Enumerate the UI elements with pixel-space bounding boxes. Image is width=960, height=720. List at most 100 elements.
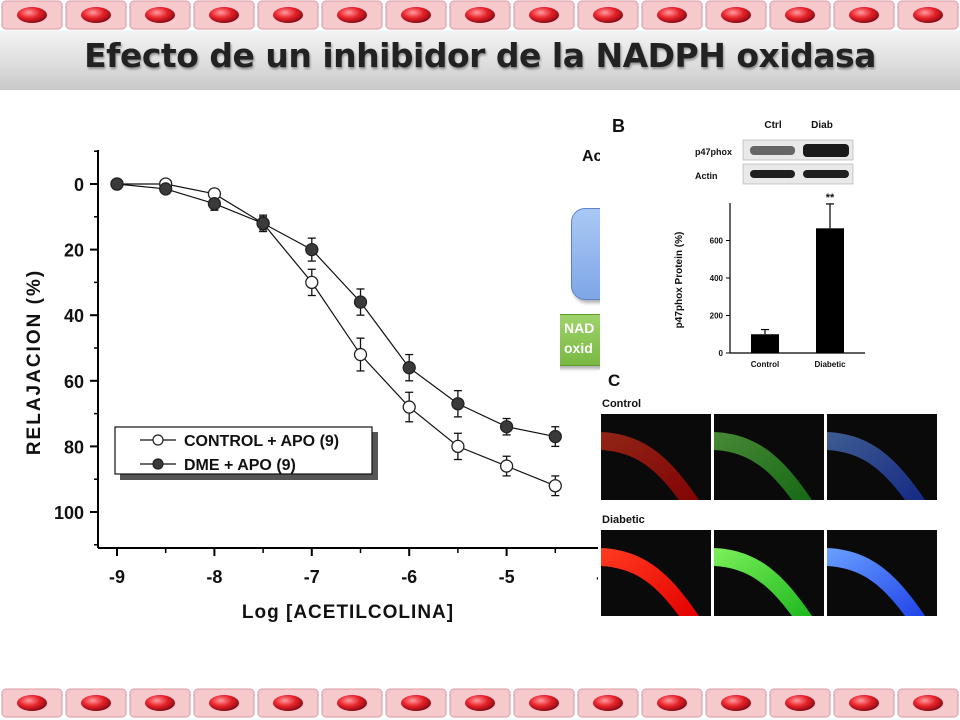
blot-band bbox=[750, 146, 795, 155]
panel-c-row-label: Diabetic bbox=[602, 514, 645, 526]
red-bead bbox=[337, 695, 367, 711]
bar-y-tick-label: 200 bbox=[710, 312, 724, 321]
data-point bbox=[548, 429, 562, 444]
red-bead bbox=[209, 695, 239, 711]
panel-b: B Ctrl Diab p47phox Actin 0 200 400 600 Control **… bbox=[600, 110, 950, 380]
legend-marker bbox=[152, 434, 164, 446]
x-tick-label: -6 bbox=[401, 567, 417, 587]
bar-y-tick-label: 600 bbox=[710, 237, 724, 246]
diagram-green-text-1: NAD bbox=[564, 320, 595, 336]
slide-title: Efecto de un inhibidor de la NADPH oxida… bbox=[84, 36, 876, 75]
red-bead bbox=[785, 695, 815, 711]
red-bead bbox=[337, 7, 367, 23]
red-bead bbox=[657, 695, 687, 711]
data-point bbox=[451, 397, 465, 411]
vessel-wall-red bbox=[601, 432, 699, 500]
y-axis-label: RELAJACION (%) bbox=[24, 269, 45, 455]
panel-c-label: C bbox=[608, 371, 620, 390]
vessel-wall-green bbox=[714, 432, 812, 500]
x-tick-label: -5 bbox=[499, 567, 515, 587]
x-axis-label: Log [ACETILCOLINA] bbox=[242, 602, 454, 623]
red-bead bbox=[593, 7, 623, 23]
data-point bbox=[159, 182, 173, 196]
red-bead bbox=[913, 7, 943, 23]
y-tick-label: 40 bbox=[64, 306, 84, 326]
legend-marker bbox=[152, 458, 164, 470]
panel-c: C Control Diabetic bbox=[598, 370, 943, 630]
data-point bbox=[499, 420, 514, 434]
y-tick-label: 80 bbox=[64, 437, 84, 457]
y-tick-label: 20 bbox=[64, 241, 84, 261]
data-point bbox=[548, 479, 562, 493]
blot-band bbox=[750, 170, 795, 178]
data-point bbox=[305, 242, 319, 257]
y-tick-label: 60 bbox=[64, 372, 84, 392]
diagram-green-text-2: oxid bbox=[564, 340, 593, 356]
blot-row-label: Actin bbox=[695, 171, 718, 181]
red-bead bbox=[401, 7, 431, 23]
red-bead bbox=[785, 7, 815, 23]
red-bead bbox=[465, 7, 495, 23]
red-bead bbox=[17, 695, 47, 711]
bar-y-axis-label: p47phox Protein (%) bbox=[674, 232, 685, 329]
data-point bbox=[110, 177, 124, 191]
x-tick-label: -7 bbox=[304, 567, 320, 587]
red-bead bbox=[593, 695, 623, 711]
red-bead bbox=[849, 695, 879, 711]
data-point bbox=[207, 197, 222, 211]
red-bead bbox=[849, 7, 879, 23]
red-bead bbox=[209, 7, 239, 23]
red-bead bbox=[273, 695, 303, 711]
red-bead bbox=[81, 695, 111, 711]
red-bead bbox=[529, 7, 559, 23]
red-bead bbox=[145, 7, 175, 23]
blot-strip bbox=[742, 163, 854, 185]
bar-category-label: Control bbox=[751, 360, 779, 369]
series-line bbox=[116, 183, 556, 438]
bar-y-tick-label: 400 bbox=[710, 274, 724, 283]
data-point bbox=[402, 361, 416, 375]
blot-row-label: p47phox bbox=[695, 147, 732, 157]
bar-y-tick-label: 0 bbox=[719, 349, 724, 358]
title-band bbox=[0, 30, 960, 90]
red-bead bbox=[401, 695, 431, 711]
data-point bbox=[353, 295, 368, 309]
x-tick-label: -8 bbox=[206, 567, 222, 587]
legend-label: DME + APO (9) bbox=[184, 457, 296, 474]
bar-category-label: Diabetic bbox=[814, 360, 846, 369]
y-tick-label: 100 bbox=[54, 503, 84, 523]
y-tick-label: 0 bbox=[74, 175, 84, 195]
blot-column-label: Diab bbox=[811, 120, 833, 131]
legend-label: CONTROL + APO (9) bbox=[184, 433, 339, 450]
vessel-wall-blue bbox=[827, 548, 925, 616]
red-bead bbox=[465, 695, 495, 711]
panel-c-row-label: Control bbox=[602, 398, 641, 410]
data-point bbox=[305, 275, 319, 290]
red-bead bbox=[81, 7, 111, 23]
data-point bbox=[256, 216, 270, 231]
vessel-wall-red bbox=[601, 548, 699, 616]
bar bbox=[751, 334, 779, 353]
blot-band bbox=[803, 170, 849, 178]
vessel-wall-blue bbox=[827, 432, 925, 500]
blot-band bbox=[803, 144, 849, 157]
series-line bbox=[117, 183, 556, 487]
red-bead bbox=[657, 7, 687, 23]
diagram-fragment-text: Ac bbox=[582, 148, 603, 165]
data-point bbox=[499, 459, 514, 473]
red-bead bbox=[721, 7, 751, 23]
blot-column-label: Ctrl bbox=[764, 120, 781, 131]
bar bbox=[816, 228, 844, 353]
red-bead bbox=[145, 695, 175, 711]
red-bead bbox=[529, 695, 559, 711]
data-point bbox=[402, 400, 416, 414]
data-point bbox=[353, 347, 368, 362]
x-tick-label: -9 bbox=[109, 567, 125, 587]
bottom-bead-border bbox=[1, 688, 959, 718]
red-bead bbox=[17, 7, 47, 23]
top-bead-border bbox=[1, 0, 959, 30]
data-point bbox=[451, 439, 465, 454]
red-bead bbox=[913, 695, 943, 711]
significance-label: ** bbox=[826, 192, 835, 204]
red-bead bbox=[273, 7, 303, 23]
